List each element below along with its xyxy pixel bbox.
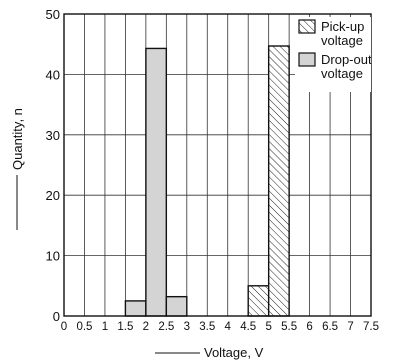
legend-label: Pick-up	[321, 19, 364, 34]
bar-pickup-0	[247, 285, 270, 317]
bars	[124, 45, 290, 317]
x-tick-label: 0.5	[76, 321, 92, 333]
legend-label: Drop-out	[321, 52, 372, 67]
y-tick-label: 30	[46, 128, 60, 143]
legend-label: voltage	[321, 33, 363, 48]
y-axis-label: Quantity, n	[10, 108, 25, 170]
x-tick-label: 5	[265, 321, 271, 333]
y-tick-label: 20	[46, 188, 60, 203]
x-tick-label: 3	[184, 321, 190, 333]
x-tick-label: 1.5	[117, 321, 133, 333]
x-axis-label: Voltage, V	[204, 345, 264, 360]
x-tick-label: 6	[306, 321, 312, 333]
x-tick-label: 7.5	[363, 321, 379, 333]
bar-dropout-1	[145, 47, 168, 317]
x-tick-label: 4	[225, 321, 232, 333]
x-tick-label: 4.5	[240, 321, 256, 333]
y-tick-label: 50	[46, 7, 60, 22]
legend-label: voltage	[321, 66, 363, 81]
y-tick-label: 40	[46, 67, 60, 82]
bar-dropout-0	[124, 300, 147, 317]
plot-frame	[63, 13, 372, 317]
bar-pickup-1	[267, 45, 290, 317]
x-tick-label: 7	[347, 321, 353, 333]
tick-labels: 0 0.5 1 1.5 2 2.5 3 3.5 4 4.5 5 5.5 6 6.5 7 7.5 0 10 20 30 4…	[46, 7, 379, 333]
x-tick-label: 1	[102, 321, 108, 333]
y-tick-label: 10	[46, 249, 60, 264]
x-tick-label: 0	[61, 321, 67, 333]
x-tick-label: 3.5	[199, 321, 215, 333]
x-tick-label: 5.5	[281, 321, 297, 333]
legend-swatch-dropout	[298, 52, 316, 67]
x-tick-label: 2.5	[158, 321, 174, 333]
y-tick-label: 0	[53, 309, 60, 324]
x-tick-label: 6.5	[322, 321, 338, 333]
x-tick-label: 2	[143, 321, 149, 333]
bar-dropout-2	[165, 295, 188, 317]
legend-swatch-pickup	[298, 19, 316, 34]
